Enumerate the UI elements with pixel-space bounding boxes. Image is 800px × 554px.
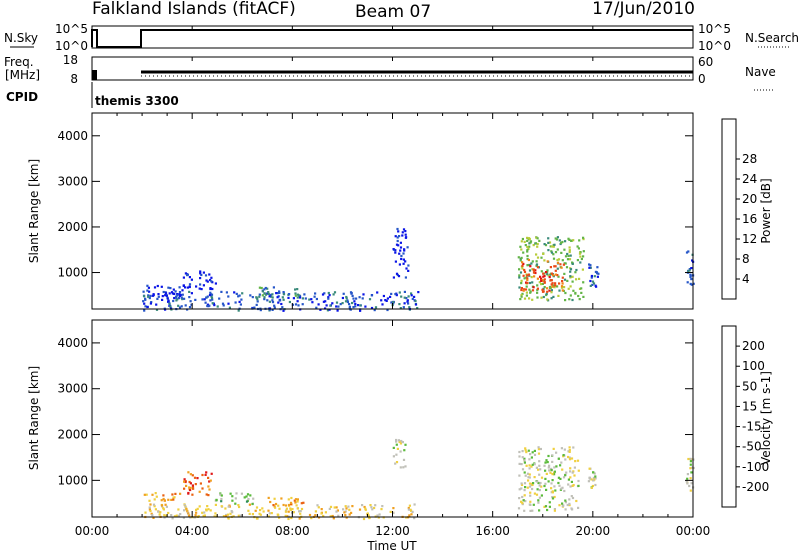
xtick-label-3: 12:00 bbox=[375, 524, 410, 538]
velocity-panel: 1000 2000 3000 4000 Slant Range [km] bbox=[27, 319, 695, 521]
power-region-3 bbox=[258, 286, 299, 299]
freq-tick-top: 18 bbox=[63, 53, 78, 67]
xtick-label-6: 00:00 bbox=[676, 524, 711, 538]
date-label: 17/Jun/2010 bbox=[592, 0, 695, 19]
velocity-frame bbox=[91, 319, 694, 518]
power-region-6 bbox=[520, 258, 565, 293]
velocity-cb-label-6: -100 bbox=[742, 460, 769, 474]
xtick-label-0: 00:00 bbox=[75, 524, 110, 538]
power-yaxis: 1000 2000 3000 4000 bbox=[57, 129, 693, 280]
power-colorbar-label: Power [dB] bbox=[759, 178, 773, 243]
power-cb-label-0: 4 bbox=[742, 272, 750, 286]
velocity-colorbar: 200 100 50 15 -15 -50 -100 -200 bbox=[721, 325, 769, 508]
power-cb-label-6: 28 bbox=[742, 152, 757, 166]
velocity-ytick-label-3: 4000 bbox=[57, 336, 88, 350]
power-ytick-label-1: 2000 bbox=[57, 220, 88, 234]
velocity-cb-label-1: 100 bbox=[742, 359, 765, 373]
time-axis: 00:00 04:00 08:00 12:00 16:00 20:00 00:00 bbox=[75, 26, 711, 538]
power-region-2 bbox=[182, 270, 217, 291]
power-region-4 bbox=[392, 227, 410, 279]
nsky-tick-bottom: 10^0 bbox=[55, 39, 88, 53]
nave-tick-bottom: 0 bbox=[698, 72, 706, 86]
power-region-7 bbox=[588, 263, 600, 288]
power-frame bbox=[91, 112, 694, 310]
nsky-tick-top: 10^5 bbox=[55, 22, 88, 36]
time-axis-label: Time UT bbox=[366, 539, 417, 553]
velocity-ytick-label-1: 2000 bbox=[57, 428, 88, 442]
velocity-cb-label-5: -50 bbox=[742, 440, 762, 454]
velocity-cb-label-4: -15 bbox=[742, 420, 762, 434]
power-ytick-label-0: 1000 bbox=[57, 266, 88, 280]
beam-label: Beam 07 bbox=[355, 2, 431, 22]
velocity-cb-label-3: 15 bbox=[742, 399, 757, 413]
xtick-label-1: 04:00 bbox=[175, 524, 210, 538]
velocity-ytick-label-2: 3000 bbox=[57, 382, 88, 396]
power-ytick-label-3: 4000 bbox=[57, 129, 88, 143]
power-region-0 bbox=[142, 290, 420, 312]
nsearch-tick-bottom: 10^0 bbox=[698, 39, 731, 53]
velocity-region-1 bbox=[143, 492, 182, 502]
velocity-cb-label-7: -200 bbox=[742, 480, 769, 494]
freq-label: Freq. bbox=[4, 55, 34, 69]
power-region-1 bbox=[142, 284, 184, 297]
velocity-scatter bbox=[143, 438, 695, 521]
velocity-cb-frame bbox=[721, 325, 737, 508]
nsky-label: N.Sky bbox=[4, 31, 38, 45]
velocity-region-4 bbox=[267, 496, 305, 507]
velocity-colorbar-label: Velocity [m s-1] bbox=[759, 371, 773, 465]
power-cb-label-5: 24 bbox=[742, 172, 757, 186]
xtick-label-5: 20:00 bbox=[576, 524, 611, 538]
power-region-5 bbox=[517, 236, 585, 302]
freq-block-early bbox=[92, 70, 97, 80]
nsearch-label: N.Search bbox=[745, 31, 799, 45]
xtick-label-2: 08:00 bbox=[275, 524, 310, 538]
velocity-region-3 bbox=[214, 492, 255, 506]
power-ylabel: Slant Range [km] bbox=[27, 159, 41, 263]
power-cb-label-4: 20 bbox=[742, 192, 757, 206]
power-cb-frame bbox=[721, 118, 737, 300]
freq-tick-bottom: 8 bbox=[70, 72, 78, 86]
velocity-ylabel: Slant Range [km] bbox=[27, 366, 41, 470]
freq-unit-label: [MHz] bbox=[5, 68, 40, 82]
xtick-label-4: 16:00 bbox=[475, 524, 510, 538]
velocity-region-7 bbox=[392, 438, 407, 469]
velocity-region-6 bbox=[587, 467, 597, 489]
velocity-cb-label-2: 50 bbox=[742, 379, 757, 393]
power-colorbar: 4 8 12 16 20 24 28 bbox=[721, 118, 757, 300]
nave-tick-top: 60 bbox=[698, 55, 713, 69]
nave-label: Nave bbox=[745, 65, 776, 79]
velocity-region-5 bbox=[517, 446, 580, 512]
power-panel: 1000 2000 3000 4000 Slant Range [km] bbox=[27, 112, 695, 312]
station-title: Falkland Islands (fitACF) bbox=[92, 0, 296, 19]
power-cb-label-1: 8 bbox=[742, 252, 750, 266]
velocity-region-0 bbox=[144, 503, 416, 521]
velocity-region-2 bbox=[183, 471, 213, 497]
velocity-cb-label-0: 200 bbox=[742, 339, 765, 353]
cpid-label: CPID bbox=[6, 90, 38, 104]
cpid-value: themis 3300 bbox=[95, 94, 179, 108]
power-cb-label-3: 16 bbox=[742, 212, 757, 226]
nsearch-tick-top: 10^5 bbox=[698, 22, 731, 36]
nsky-trace bbox=[91, 29, 693, 48]
velocity-yaxis: 1000 2000 3000 4000 bbox=[57, 336, 693, 487]
power-ytick-label-2: 3000 bbox=[57, 174, 88, 188]
power-cb-label-2: 12 bbox=[742, 232, 757, 246]
velocity-ytick-label-0: 1000 bbox=[57, 473, 88, 487]
power-scatter bbox=[142, 227, 695, 312]
